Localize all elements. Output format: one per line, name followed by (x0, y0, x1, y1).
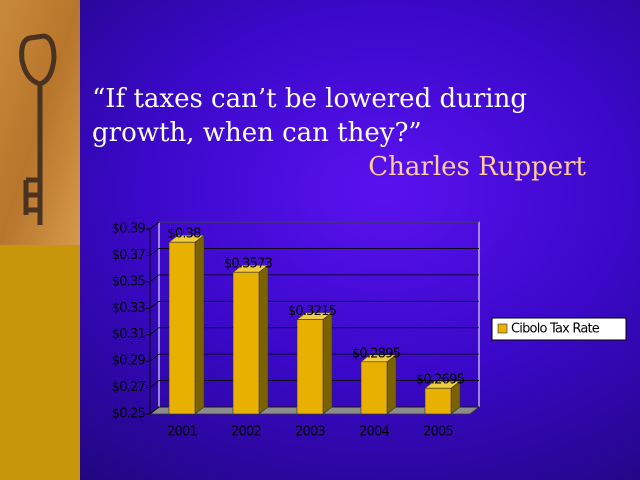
grid-line-depth (149, 406, 160, 415)
y-tick-label: $0.27 (112, 380, 146, 395)
y-tick-label: $0.35 (112, 274, 146, 289)
bar (360, 361, 388, 415)
legend-box (491, 317, 627, 341)
bar (168, 241, 196, 415)
bar-side (194, 234, 205, 415)
x-tick-label: 2001 (167, 425, 197, 440)
bar-side (322, 311, 333, 415)
legend-swatch (497, 323, 508, 334)
key-icon (19, 33, 57, 225)
value-label: $0.2895 (352, 346, 401, 361)
x-tick-label: 2002 (231, 425, 261, 440)
grid-line-depth (149, 380, 160, 388)
grid-line-depth (149, 248, 160, 256)
y-tick-label: $0.37 (112, 248, 146, 263)
grid-line-depth (149, 274, 160, 283)
y-tick-label: $0.25 (112, 407, 146, 422)
legend-label: Cibolo Tax Rate (511, 322, 600, 337)
y-tick-label: $0.39 (112, 222, 146, 237)
value-label: $0.3573 (224, 257, 273, 272)
y-tick-label: $0.31 (112, 327, 146, 342)
grid-line-depth (149, 353, 160, 362)
x-tick-label: 2004 (359, 425, 389, 440)
y-tick-label: $0.33 (112, 301, 146, 316)
bar (232, 271, 260, 415)
x-tick-label: 2005 (423, 425, 453, 440)
quote: “If taxes can’t be lowered during growth… (92, 84, 527, 148)
y-tick-label: $0.29 (112, 354, 146, 369)
bar-side (258, 264, 269, 415)
side-strip (0, 245, 80, 480)
bar (424, 387, 452, 415)
x-tick-label: 2003 (295, 425, 325, 440)
bar-side (386, 354, 397, 415)
grid-line-depth (149, 327, 160, 336)
value-label: $0.3215 (288, 304, 337, 319)
bar (296, 319, 324, 415)
value-label: $0.2695 (416, 373, 465, 388)
value-label: $0.38 (167, 227, 201, 242)
grid-line-depth (149, 221, 160, 230)
grid-line-depth (149, 300, 160, 309)
author: Charles Ruppert (368, 152, 586, 182)
